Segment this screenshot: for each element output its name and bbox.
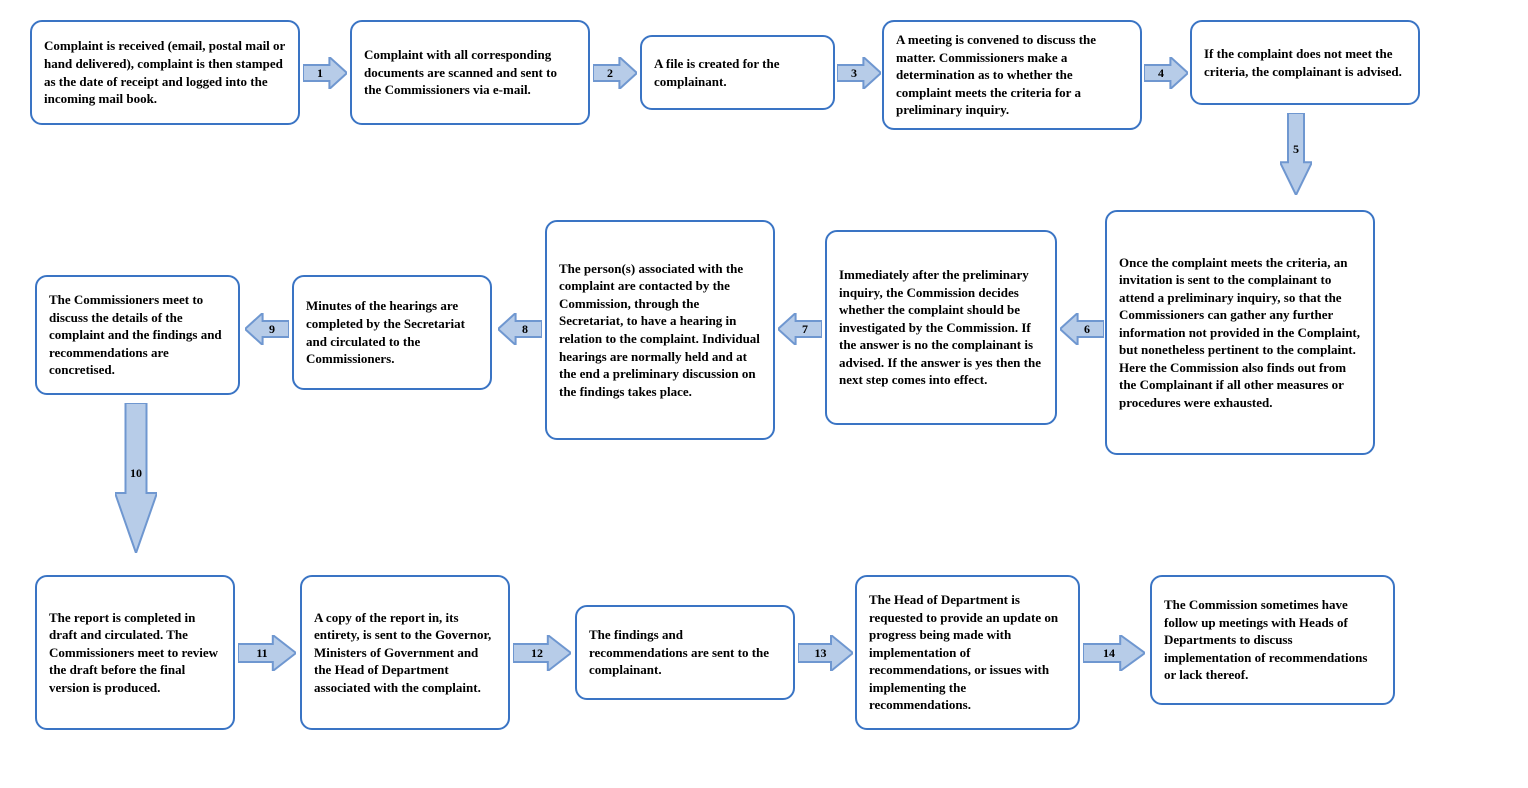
arrow-6: 6 [1060,313,1104,345]
step-box-5: If the complaint does not meet the crite… [1190,20,1420,105]
step-text: A copy of the report in, its entirety, i… [314,609,496,697]
step-box-4: A meeting is convened to discuss the mat… [882,20,1142,130]
step-box-7: Immediately after the preliminary inquir… [825,230,1057,425]
step-text: If the complaint does not meet the crite… [1204,45,1406,80]
step-text: The person(s) associated with the compla… [559,260,761,400]
step-box-1: Complaint is received (email, postal mai… [30,20,300,125]
step-box-15: The Commission sometimes have follow up … [1150,575,1395,705]
arrow-11: 11 [238,635,296,671]
step-text: The Head of Department is requested to p… [869,591,1066,714]
arrow-4: 4 [1144,57,1188,89]
step-text: Immediately after the preliminary inquir… [839,266,1043,389]
step-box-12: A copy of the report in, its entirety, i… [300,575,510,730]
step-text: The Commission sometimes have follow up … [1164,596,1381,684]
step-text: A file is created for the complainant. [654,55,821,90]
step-box-8: The person(s) associated with the compla… [545,220,775,440]
arrow-13: 13 [798,635,853,671]
arrow-8: 8 [498,313,542,345]
arrow-12: 12 [513,635,571,671]
flowchart-canvas: Complaint is received (email, postal mai… [20,20,1508,768]
arrow-7: 7 [778,313,822,345]
step-text: The report is completed in draft and cir… [49,609,221,697]
step-box-11: The report is completed in draft and cir… [35,575,235,730]
step-text: Minutes of the hearings are completed by… [306,297,478,367]
step-box-14: The Head of Department is requested to p… [855,575,1080,730]
step-text: Once the complaint meets the criteria, a… [1119,254,1361,412]
step-box-2: Complaint with all corresponding documen… [350,20,590,125]
arrow-3: 3 [837,57,881,89]
step-text: The findings and recommendations are sen… [589,626,781,679]
arrow-10: 10 [115,403,157,553]
step-box-3: A file is created for the complainant. [640,35,835,110]
step-text: A meeting is convened to discuss the mat… [896,31,1128,119]
step-text: Complaint is received (email, postal mai… [44,37,286,107]
arrow-5: 5 [1280,113,1312,195]
step-box-9: Minutes of the hearings are completed by… [292,275,492,390]
arrow-2: 2 [593,57,637,89]
step-text: The Commissioners meet to discuss the de… [49,291,226,379]
step-text: Complaint with all corresponding documen… [364,46,576,99]
step-box-13: The findings and recommendations are sen… [575,605,795,700]
step-box-6: Once the complaint meets the criteria, a… [1105,210,1375,455]
step-box-10: The Commissioners meet to discuss the de… [35,275,240,395]
arrow-9: 9 [245,313,289,345]
arrow-1: 1 [303,57,347,89]
arrow-14: 14 [1083,635,1145,671]
